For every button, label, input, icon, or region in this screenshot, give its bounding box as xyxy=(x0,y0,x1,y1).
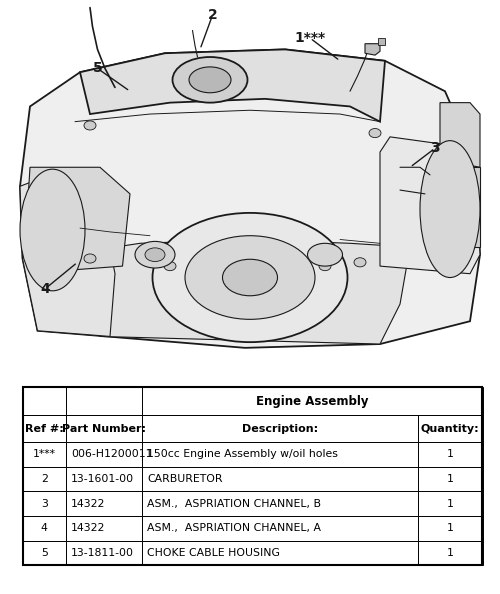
Text: 2: 2 xyxy=(41,474,48,484)
Polygon shape xyxy=(378,38,385,45)
Ellipse shape xyxy=(354,258,366,267)
Text: CARBURETOR: CARBURETOR xyxy=(147,474,222,484)
Text: CHOKE CABLE HOUSING: CHOKE CABLE HOUSING xyxy=(147,548,280,558)
Text: 3: 3 xyxy=(430,141,440,155)
Text: 1: 1 xyxy=(447,450,454,460)
Bar xyxy=(418,491,482,516)
Bar xyxy=(142,516,418,541)
Ellipse shape xyxy=(189,67,231,93)
Polygon shape xyxy=(25,168,130,270)
Bar xyxy=(22,442,66,467)
Ellipse shape xyxy=(84,121,96,130)
Text: 5: 5 xyxy=(41,548,48,558)
Text: Part Number:: Part Number: xyxy=(62,424,146,434)
Bar xyxy=(22,491,66,516)
Bar xyxy=(418,516,482,541)
Text: ASM.,  ASPRIATION CHANNEL, B: ASM., ASPRIATION CHANNEL, B xyxy=(147,498,321,508)
Text: 1: 1 xyxy=(447,548,454,558)
Ellipse shape xyxy=(164,261,176,271)
Polygon shape xyxy=(365,44,380,55)
Ellipse shape xyxy=(308,244,342,266)
Bar xyxy=(142,442,418,467)
Polygon shape xyxy=(20,49,480,348)
Text: Ref #:: Ref #: xyxy=(25,424,64,434)
Bar xyxy=(22,415,66,442)
Text: 13-1811-00: 13-1811-00 xyxy=(71,548,134,558)
Ellipse shape xyxy=(319,261,331,271)
Ellipse shape xyxy=(185,236,315,320)
Bar xyxy=(418,415,482,442)
Text: Quantity:: Quantity: xyxy=(421,424,480,434)
Text: 2: 2 xyxy=(208,8,218,22)
Bar xyxy=(66,467,142,491)
Text: 006-H1200011: 006-H1200011 xyxy=(71,450,152,460)
Ellipse shape xyxy=(369,128,381,138)
Bar xyxy=(142,415,418,442)
Bar xyxy=(22,516,66,541)
Text: 5: 5 xyxy=(92,61,102,75)
Ellipse shape xyxy=(84,254,96,263)
Bar xyxy=(22,387,482,565)
Bar xyxy=(66,516,142,541)
Bar xyxy=(22,541,66,565)
Polygon shape xyxy=(380,137,480,274)
Bar xyxy=(142,387,482,415)
Text: Description:: Description: xyxy=(242,424,318,434)
Bar xyxy=(66,541,142,565)
Ellipse shape xyxy=(135,241,175,268)
Text: 1: 1 xyxy=(447,523,454,533)
Polygon shape xyxy=(80,49,385,122)
Polygon shape xyxy=(435,168,480,247)
Text: ASM.,  ASPRIATION CHANNEL, A: ASM., ASPRIATION CHANNEL, A xyxy=(147,523,321,533)
Bar xyxy=(22,467,66,491)
Bar xyxy=(66,415,142,442)
Ellipse shape xyxy=(20,169,85,291)
Text: 150cc Engine Assembly w/oil holes: 150cc Engine Assembly w/oil holes xyxy=(147,450,338,460)
Text: 1***: 1*** xyxy=(33,450,56,460)
Bar xyxy=(418,442,482,467)
Text: 14322: 14322 xyxy=(71,523,106,533)
Polygon shape xyxy=(85,239,410,344)
Bar xyxy=(66,387,142,415)
Ellipse shape xyxy=(420,141,480,277)
Bar xyxy=(142,467,418,491)
Polygon shape xyxy=(20,175,115,336)
Text: 4: 4 xyxy=(40,282,50,296)
Ellipse shape xyxy=(172,57,248,103)
Text: 1: 1 xyxy=(447,474,454,484)
Bar xyxy=(66,491,142,516)
Bar xyxy=(142,491,418,516)
Text: 13-1601-00: 13-1601-00 xyxy=(71,474,134,484)
Text: 1***: 1*** xyxy=(294,31,326,45)
Text: 14322: 14322 xyxy=(71,498,106,508)
Ellipse shape xyxy=(222,259,278,296)
Text: 3: 3 xyxy=(41,498,48,508)
Polygon shape xyxy=(440,103,480,168)
Ellipse shape xyxy=(145,248,165,261)
Bar xyxy=(22,387,66,415)
Text: Engine Assembly: Engine Assembly xyxy=(256,394,368,407)
Bar xyxy=(66,442,142,467)
Bar xyxy=(142,541,418,565)
Bar xyxy=(418,541,482,565)
Ellipse shape xyxy=(152,213,348,342)
Text: 1: 1 xyxy=(447,498,454,508)
Bar xyxy=(418,467,482,491)
Text: 4: 4 xyxy=(41,523,48,533)
